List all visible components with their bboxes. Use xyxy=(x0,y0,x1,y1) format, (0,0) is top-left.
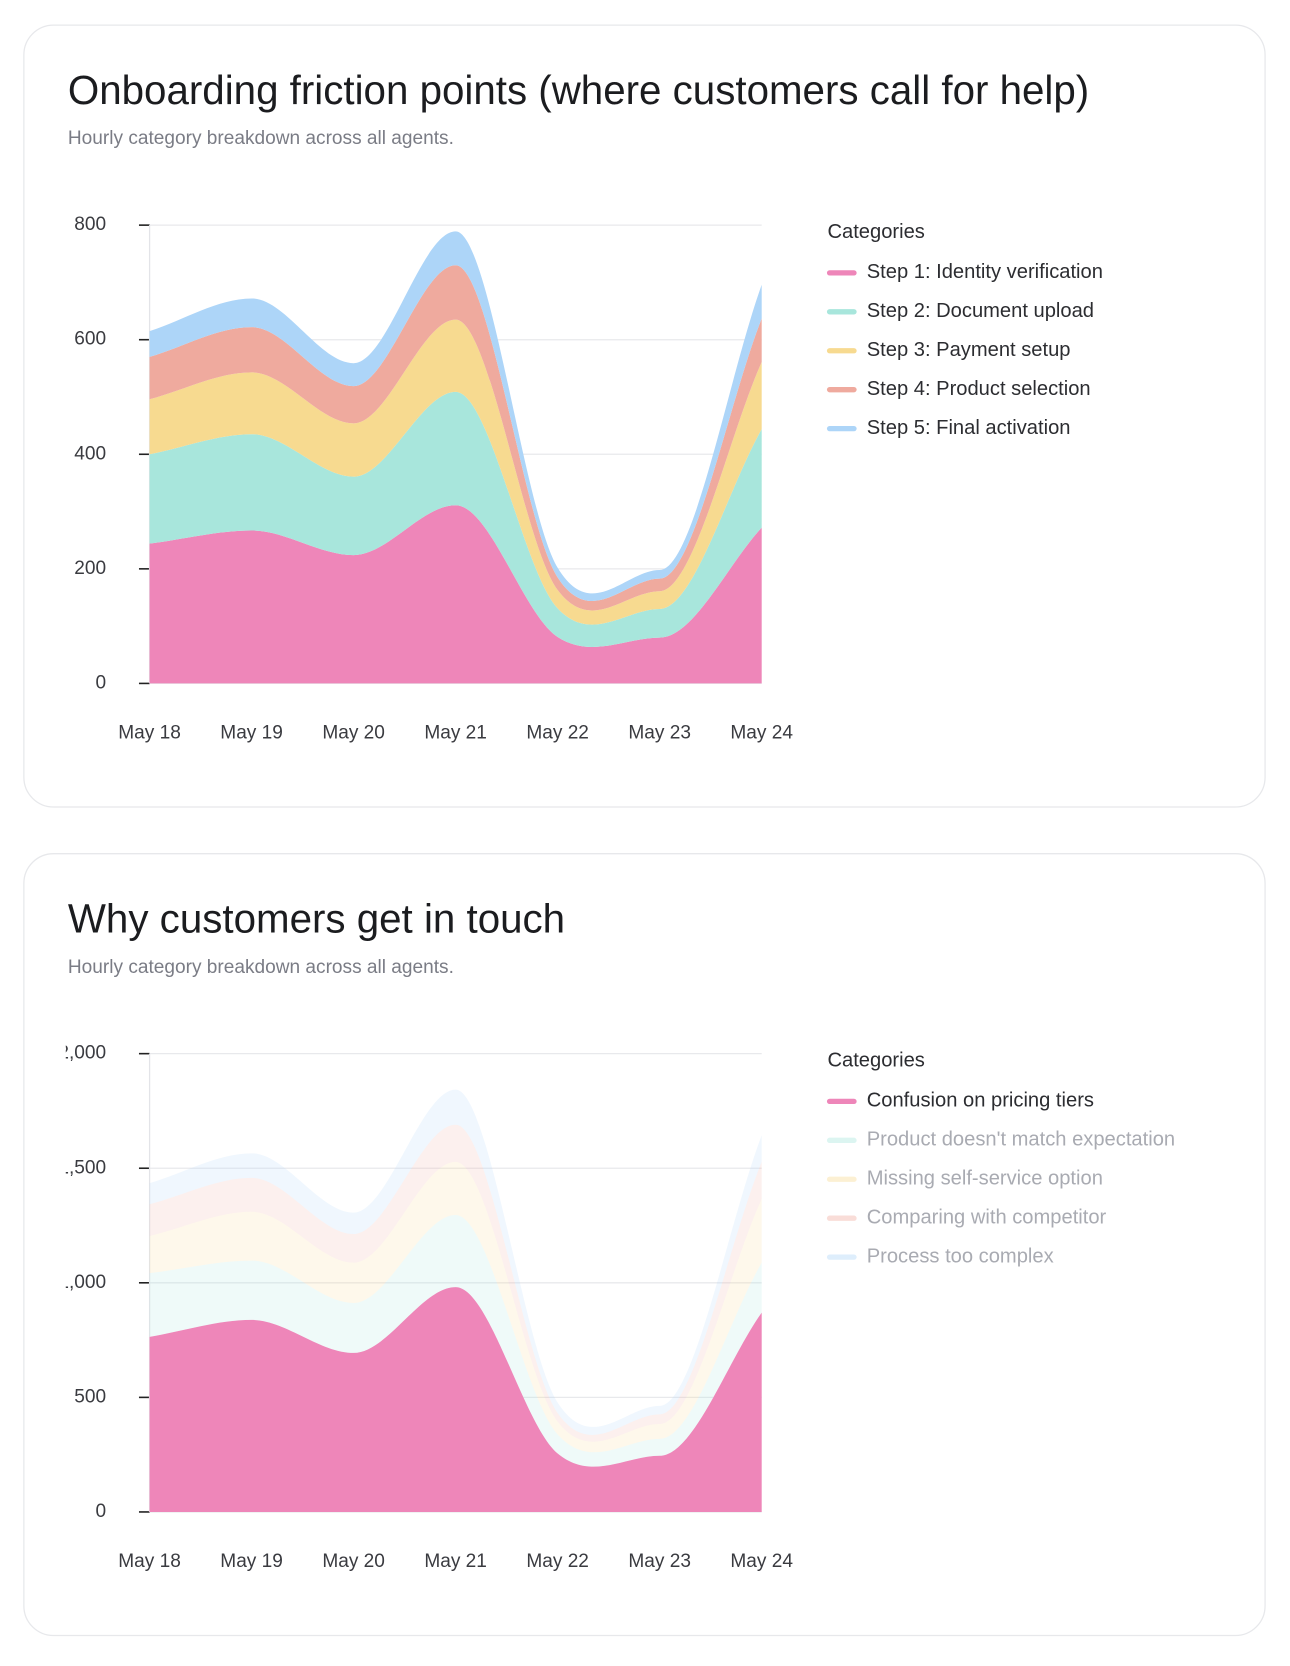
legend-label: Step 2: Document upload xyxy=(867,300,1094,322)
legend-title: Categories xyxy=(827,1049,924,1071)
area xyxy=(149,319,762,625)
x-tick-label: May 24 xyxy=(730,1551,793,1572)
area xyxy=(149,1214,762,1467)
legend-label: Step 4: Product selection xyxy=(867,378,1091,400)
chart-card: Onboarding friction points (where custom… xyxy=(23,24,1266,808)
x-tick-label: May 21 xyxy=(424,1551,487,1572)
legend-label: Step 1: Identity verification xyxy=(867,261,1103,283)
x-tick-label: May 18 xyxy=(118,722,181,743)
area xyxy=(149,391,762,647)
x-tick-label: May 22 xyxy=(526,722,589,743)
y-axis-labels: 0 200 400 600 800 xyxy=(74,214,106,693)
y-tick-label: 2,000 xyxy=(58,1043,106,1064)
x-tick-label: May 24 xyxy=(730,722,793,743)
chart-subtitle: Hourly category breakdown across all age… xyxy=(68,128,454,149)
legend-label: Step 5: Final activation xyxy=(867,417,1071,439)
x-tick-label: May 20 xyxy=(322,722,385,743)
legend-label: Comparing with competitor xyxy=(867,1207,1107,1229)
x-tick-label: May 23 xyxy=(628,1551,691,1572)
chart-title: Onboarding friction points (where custom… xyxy=(68,68,1089,113)
chart-title: Why customers get in touch xyxy=(68,897,565,942)
legend-label: Product doesn't match expectation xyxy=(867,1129,1175,1151)
x-tick-label: May 21 xyxy=(424,722,487,743)
legend-label: Process too complex xyxy=(867,1245,1054,1267)
y-tick-label: 1,000 xyxy=(58,1272,106,1293)
area xyxy=(149,505,762,684)
legend-label: Confusion on pricing tiers xyxy=(867,1090,1094,1112)
chart-subtitle: Hourly category breakdown across all age… xyxy=(68,957,454,978)
x-tick-label: May 22 xyxy=(526,1551,589,1572)
x-tick-label: May 20 xyxy=(322,1551,385,1572)
x-tick-label: May 19 xyxy=(220,1551,283,1572)
y-tick-label: 800 xyxy=(74,214,106,235)
y-axis-labels: 0 500 1,000 1,500 2,000 xyxy=(58,1043,106,1522)
y-tick-label: 200 xyxy=(74,558,106,579)
y-tick-label: 0 xyxy=(95,672,106,693)
x-tick-label: May 19 xyxy=(220,722,283,743)
x-tick-label: May 23 xyxy=(628,722,691,743)
y-tick-label: 0 xyxy=(95,1501,106,1522)
x-tick-label: May 18 xyxy=(118,1551,181,1572)
legend-label: Missing self-service option xyxy=(867,1168,1103,1190)
chart-card: Why customers get in touch Hourly categor… xyxy=(23,853,1266,1637)
y-tick-label: 1,500 xyxy=(58,1157,106,1178)
y-tick-label: 600 xyxy=(74,329,106,350)
y-tick-label: 400 xyxy=(74,443,106,464)
legend-title: Categories xyxy=(827,221,924,243)
y-tick-label: 500 xyxy=(74,1386,106,1407)
legend-label: Step 3: Payment setup xyxy=(867,339,1071,361)
area xyxy=(149,1287,762,1512)
